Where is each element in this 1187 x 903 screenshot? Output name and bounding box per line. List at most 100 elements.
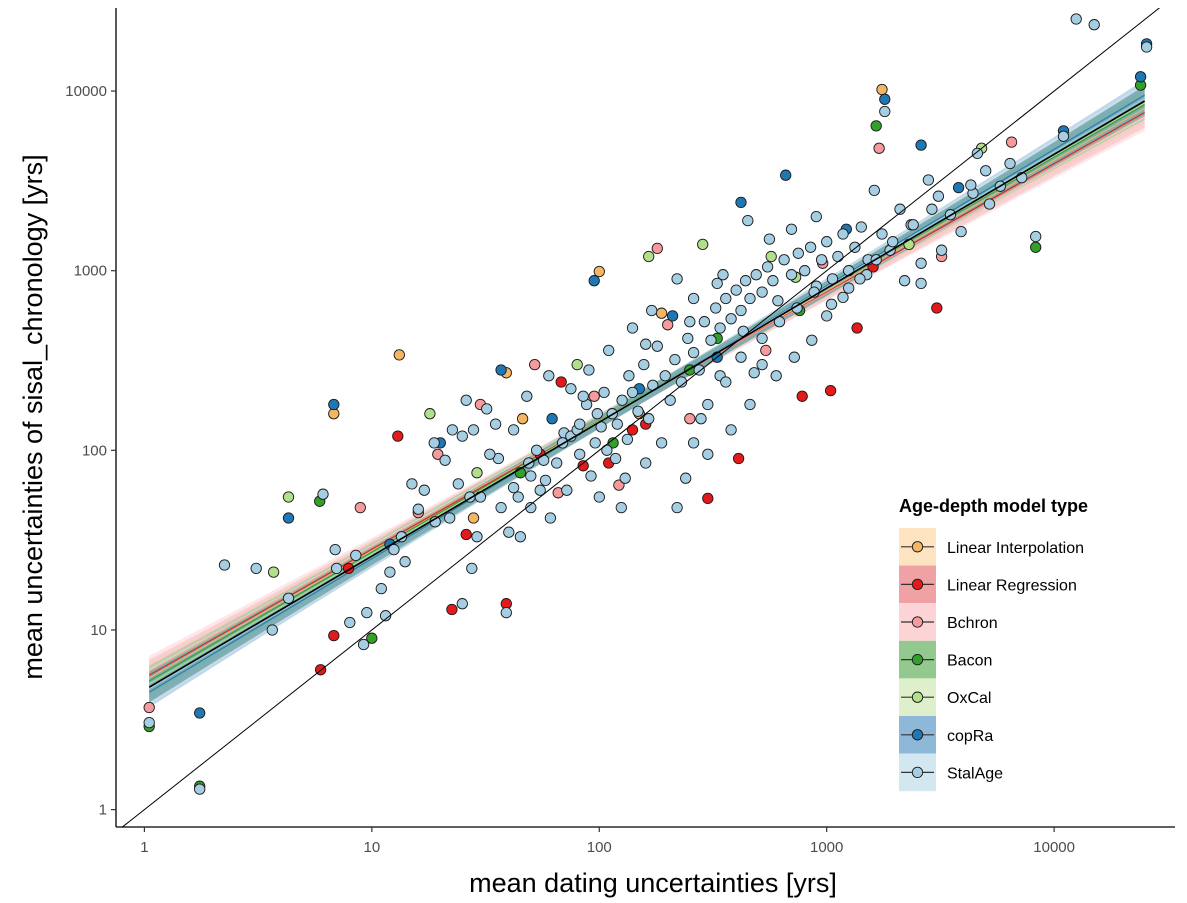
data-point [393, 349, 405, 361]
data-point [780, 169, 792, 181]
data-point [428, 437, 440, 449]
legend-label: OxCal [947, 690, 991, 707]
data-point [687, 437, 700, 449]
data-point [832, 250, 844, 263]
data-point [282, 491, 295, 503]
data-point [489, 418, 502, 430]
data-point [915, 277, 927, 290]
data-point [821, 236, 833, 248]
data-point [922, 174, 935, 186]
data-point [521, 390, 533, 402]
data-point [710, 302, 722, 314]
data-point [250, 562, 262, 575]
data-point [329, 543, 341, 556]
data-point [399, 556, 411, 568]
data-point [915, 257, 927, 269]
data-point [695, 413, 707, 425]
data-point [525, 470, 537, 482]
data-point [732, 452, 745, 465]
data-point [744, 398, 756, 411]
data-point [1004, 157, 1016, 170]
data-point [1030, 241, 1042, 253]
x-axis-title: mean dating uncertainties [yrs] [469, 868, 837, 898]
data-point [873, 142, 885, 154]
legend-label: StalAge [947, 765, 1003, 782]
data-point [955, 225, 967, 238]
data-point [971, 147, 984, 160]
data-point [609, 452, 622, 465]
data-point [725, 424, 737, 436]
data-point [1030, 230, 1042, 243]
legend-label: Bacon [947, 653, 992, 670]
data-point [574, 448, 586, 460]
data-point [887, 236, 899, 248]
data-point [965, 179, 977, 191]
data-point [687, 346, 700, 359]
data-point [534, 484, 546, 496]
data-point [561, 484, 573, 496]
data-point [932, 190, 945, 202]
data-point [619, 472, 631, 484]
data-point [266, 624, 278, 636]
data-point [662, 319, 674, 331]
data-point [792, 247, 804, 259]
data-point [1134, 71, 1147, 83]
data-point [495, 501, 507, 514]
data-point [651, 242, 663, 255]
data-point [555, 376, 567, 388]
data-point [514, 531, 527, 543]
data-point [711, 277, 723, 290]
data-point [611, 418, 623, 430]
data-point [460, 394, 472, 406]
data-point [763, 233, 776, 245]
data-point [851, 322, 863, 334]
data-point [530, 444, 543, 456]
data-point [879, 93, 891, 105]
data-point [702, 448, 714, 460]
data-point [615, 501, 627, 514]
data-point [669, 353, 681, 366]
data-point [632, 405, 644, 417]
data-point [915, 139, 927, 151]
data-point [503, 526, 515, 538]
data-point [806, 334, 818, 346]
data-point [646, 304, 658, 317]
data-point [659, 370, 671, 382]
data-point [879, 105, 891, 118]
data-point [574, 418, 586, 430]
data-point [616, 394, 628, 406]
data-point [354, 501, 366, 514]
data-point [739, 275, 752, 287]
data-point [725, 313, 737, 325]
data-point [799, 265, 811, 277]
data-point [651, 340, 663, 352]
data-point [500, 606, 512, 619]
data-point [756, 358, 768, 371]
data-point [767, 275, 779, 287]
data-point [702, 492, 714, 505]
data-point [626, 322, 639, 334]
data-point [903, 238, 915, 251]
y-tick-label: 10 [90, 622, 107, 639]
data-point [931, 302, 943, 314]
legend-key-point [911, 766, 924, 779]
data-point [379, 610, 392, 622]
data-point [585, 470, 597, 482]
data-point [785, 223, 798, 235]
data-point [577, 460, 589, 472]
data-point [748, 367, 760, 379]
data-point [591, 408, 603, 420]
data-point [406, 478, 418, 490]
data-point [344, 616, 356, 629]
data-point [693, 364, 705, 376]
data-point [824, 384, 837, 397]
data-point [682, 332, 694, 345]
data-point [770, 370, 782, 382]
data-point [317, 488, 329, 500]
data-point [601, 444, 613, 456]
legend-key-point [911, 729, 924, 741]
legend-key-point [911, 578, 924, 591]
data-point [702, 398, 714, 411]
data-point [481, 403, 493, 415]
data-point [471, 531, 483, 543]
